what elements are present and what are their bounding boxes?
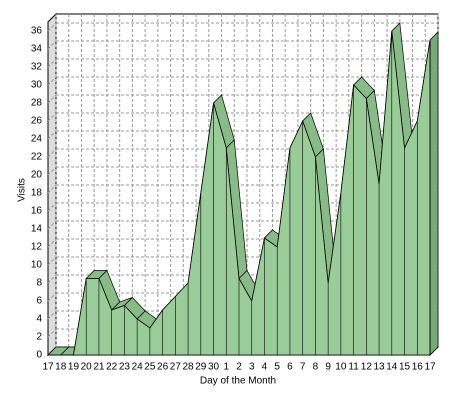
x-tick-label: 19 bbox=[68, 362, 80, 373]
y-tick-label: 8 bbox=[36, 278, 42, 289]
x-tick-label: 22 bbox=[106, 362, 118, 373]
y-axis-label: Visits bbox=[17, 178, 28, 202]
y-tick-label: 6 bbox=[36, 296, 42, 307]
y-tick-label: 20 bbox=[31, 170, 43, 181]
x-tick-label: 14 bbox=[386, 362, 398, 373]
grid-line bbox=[47, 274, 57, 284]
y-tick-label: 32 bbox=[31, 62, 43, 73]
y-tick-label: 36 bbox=[31, 26, 43, 37]
x-tick-label: 2 bbox=[236, 362, 242, 373]
y-tick-label: 28 bbox=[31, 98, 43, 109]
grid-line bbox=[47, 184, 57, 194]
grid-line bbox=[47, 40, 57, 50]
x-tick-label: 27 bbox=[170, 362, 182, 373]
x-tick-label: 16 bbox=[412, 362, 424, 373]
x-tick-label: 10 bbox=[335, 362, 347, 373]
y-tick-label: 26 bbox=[31, 116, 43, 127]
y-tick-label: 30 bbox=[31, 80, 43, 91]
x-tick-label: 11 bbox=[348, 362, 359, 373]
x-tick-label: 15 bbox=[399, 362, 411, 373]
x-tick-label: 29 bbox=[195, 362, 207, 373]
x-tick-label: 13 bbox=[374, 362, 386, 373]
y-tick-label: 12 bbox=[31, 242, 43, 253]
grid-line bbox=[47, 256, 57, 266]
x-tick-label: 25 bbox=[144, 362, 156, 373]
y-tick-label: 24 bbox=[31, 134, 43, 145]
x-tick-label: 28 bbox=[183, 362, 195, 373]
x-tick-label: 30 bbox=[208, 362, 220, 373]
x-tick-label: 4 bbox=[262, 362, 268, 373]
x-tick-label: 6 bbox=[287, 362, 293, 373]
grid-line bbox=[47, 94, 57, 104]
x-tick-label: 20 bbox=[81, 362, 93, 373]
x-tick-label: 12 bbox=[361, 362, 373, 373]
y-tick-label: 0 bbox=[36, 350, 42, 361]
grid-line bbox=[47, 58, 57, 68]
x-tick-label: 18 bbox=[55, 362, 67, 373]
x-tick-label: 7 bbox=[300, 362, 306, 373]
x-tick-label: 8 bbox=[313, 362, 319, 373]
x-tick-label: 5 bbox=[274, 362, 280, 373]
y-tick-label: 2 bbox=[36, 332, 42, 343]
x-tick-label: 17 bbox=[42, 362, 54, 373]
y-tick-label: 14 bbox=[31, 224, 43, 235]
grid-line bbox=[47, 292, 57, 302]
grid-line bbox=[47, 220, 57, 230]
grid-line bbox=[47, 238, 57, 248]
grid-line bbox=[47, 310, 57, 320]
grid-line bbox=[47, 202, 57, 212]
x-tick-label: 23 bbox=[119, 362, 131, 373]
grid-line bbox=[47, 166, 57, 176]
x-tick-label: 24 bbox=[132, 362, 144, 373]
x-tick-label: 1 bbox=[223, 362, 229, 373]
x-tick-label: 21 bbox=[93, 362, 105, 373]
y-tick-label: 16 bbox=[31, 206, 43, 217]
grid-line bbox=[47, 112, 57, 122]
grid-line bbox=[47, 22, 57, 32]
y-tick-label: 34 bbox=[31, 44, 43, 55]
grid-line bbox=[47, 130, 57, 140]
grid-line bbox=[47, 148, 57, 158]
grid-line bbox=[47, 328, 57, 338]
grid-line bbox=[47, 76, 57, 86]
y-tick-label: 10 bbox=[31, 260, 43, 271]
x-tick-label: 26 bbox=[157, 362, 169, 373]
area-side bbox=[429, 31, 439, 356]
x-tick-label: 9 bbox=[325, 362, 331, 373]
x-axis-label: Day of the Month bbox=[200, 376, 276, 387]
y-tick-label: 4 bbox=[36, 314, 42, 325]
x-tick-label: 17 bbox=[424, 362, 436, 373]
y-tick-label: 22 bbox=[31, 152, 43, 163]
y-tick-label: 18 bbox=[31, 188, 43, 199]
x-tick-label: 3 bbox=[249, 362, 255, 373]
